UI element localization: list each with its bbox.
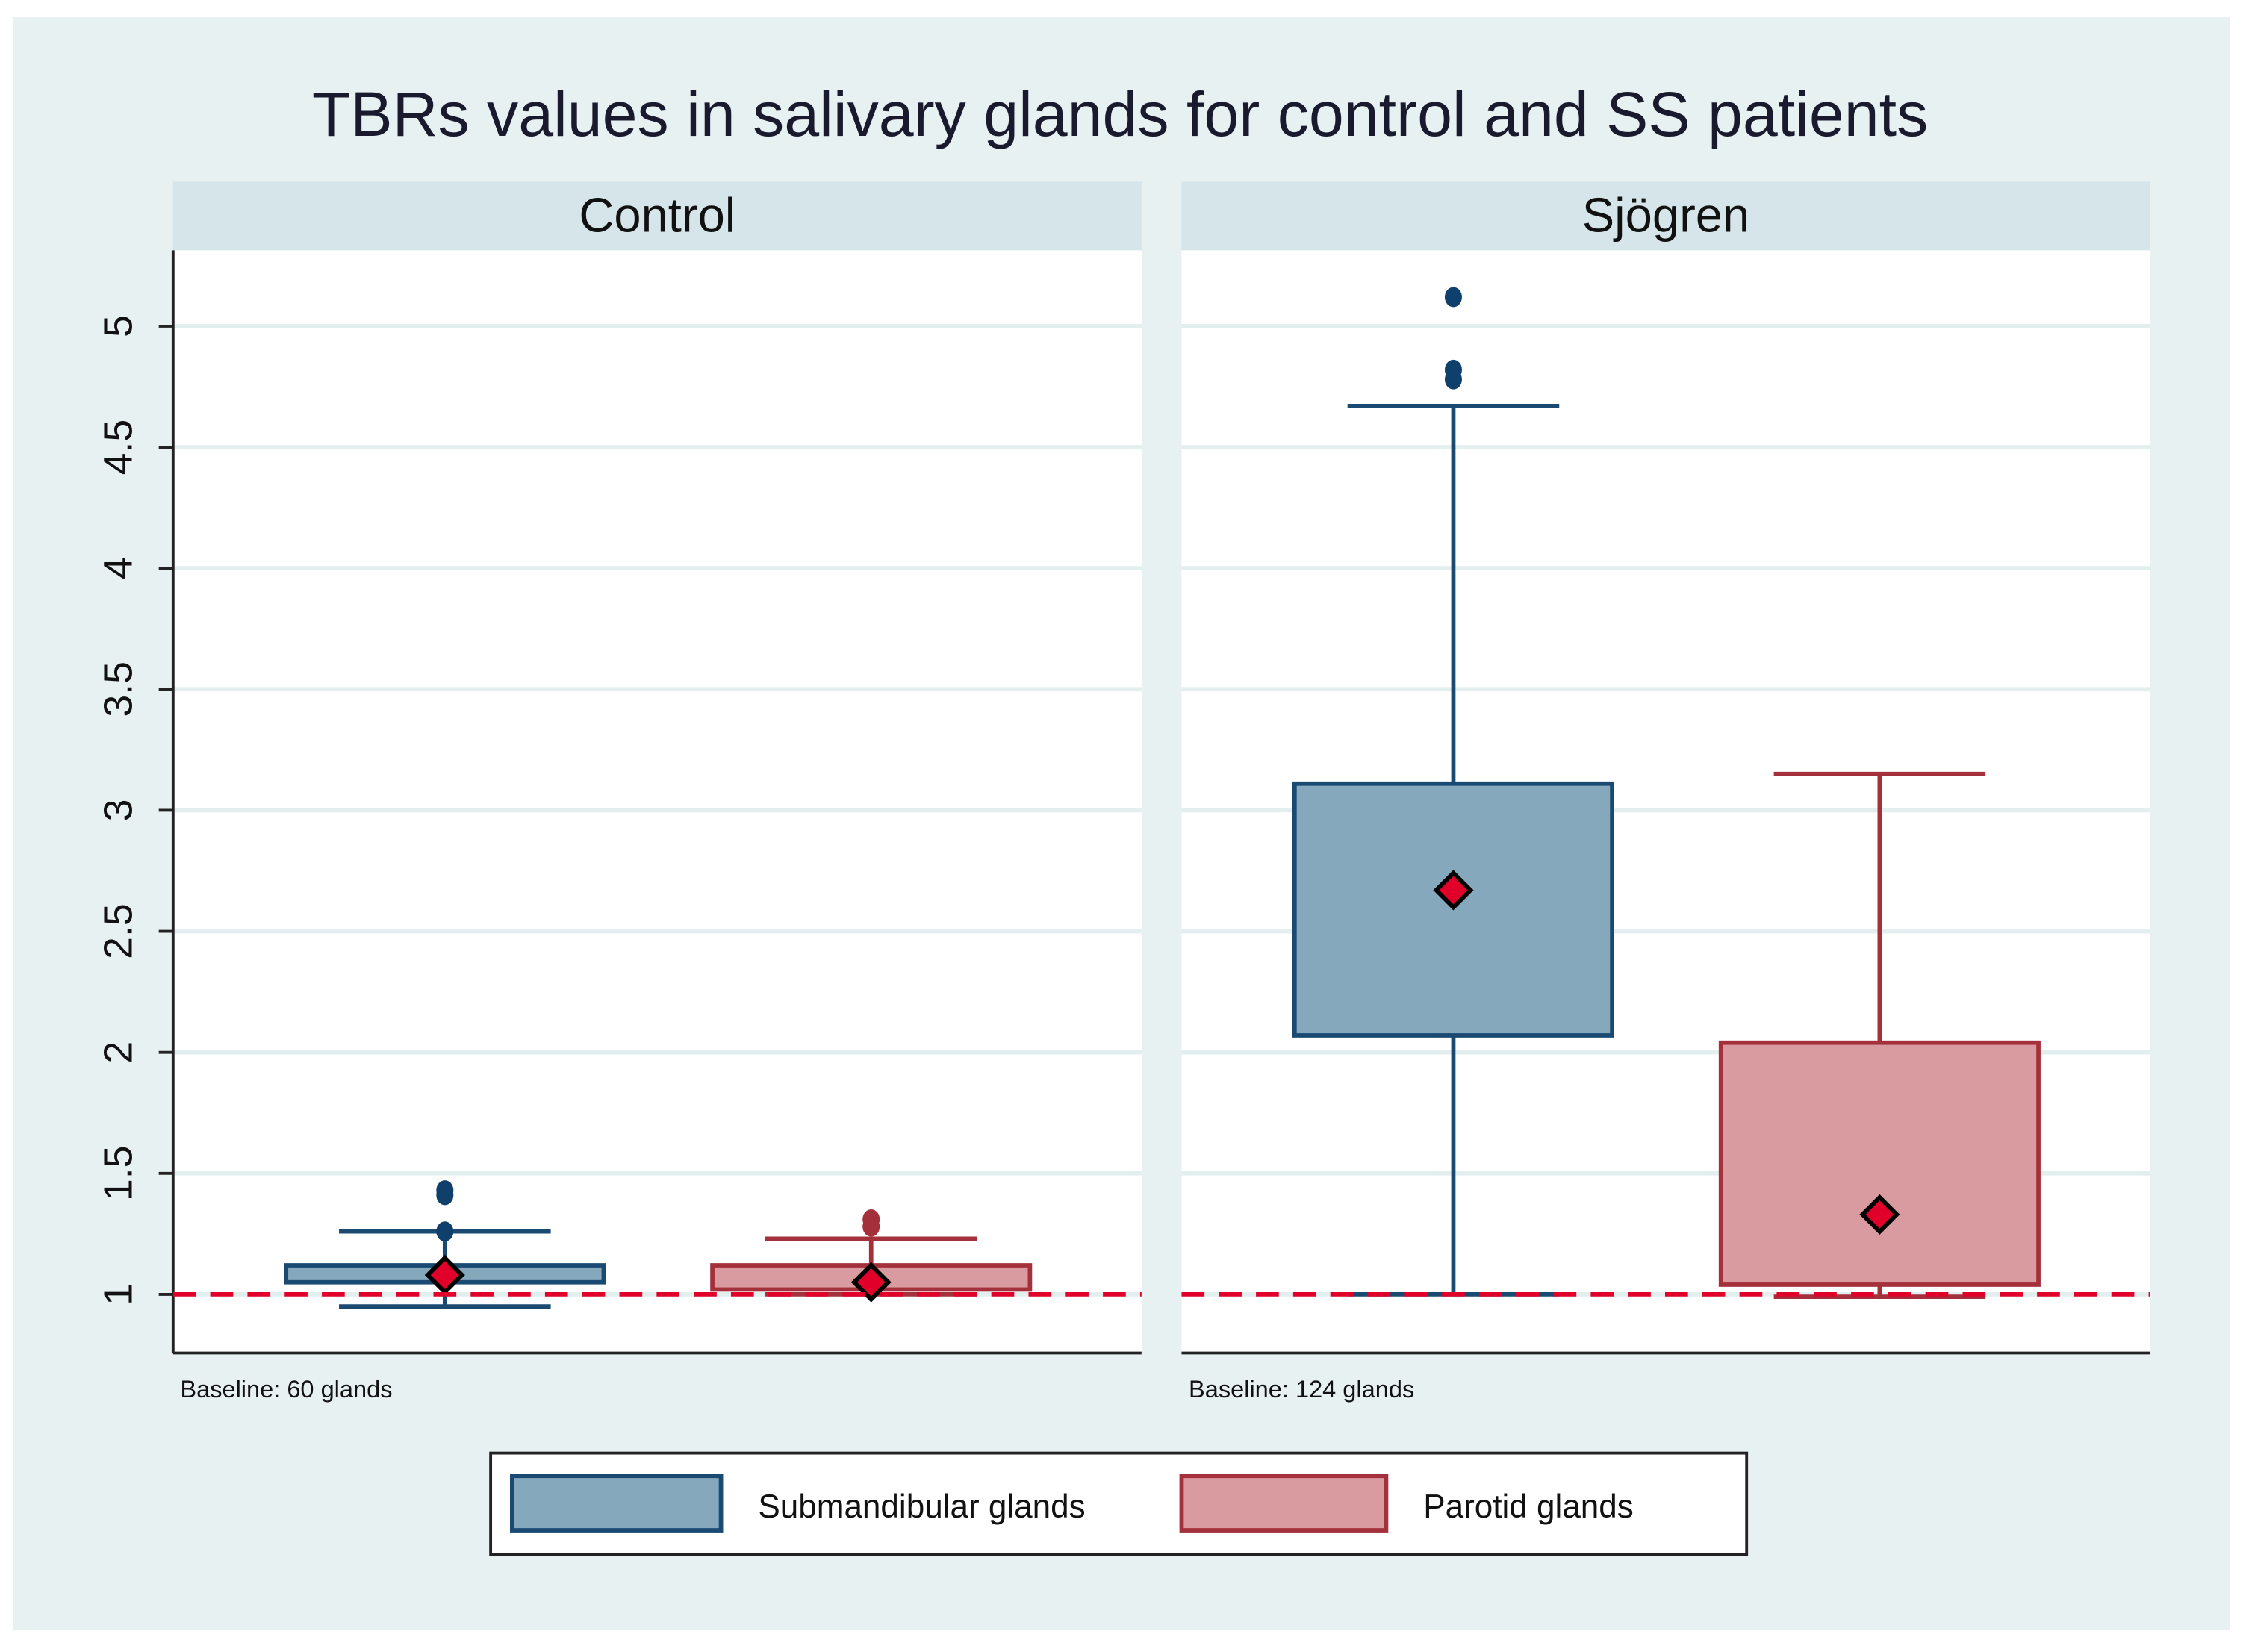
panel-note: Baseline: 124 glands: [1189, 1376, 1414, 1403]
panel-sjogren: Sjögren Baseline: 124 glands: [1181, 181, 2150, 1403]
legend-label-submandibular: Submandibular glands: [758, 1489, 1085, 1525]
plot-area: [172, 250, 1142, 1353]
median-marker: [1433, 870, 1474, 911]
outlier-point: [436, 1180, 454, 1200]
box-parotid: [710, 1209, 1033, 1303]
outlier-point: [1444, 287, 1462, 308]
chart-title: TBRs values in salivary glands for contr…: [312, 79, 1928, 149]
legend-swatch-submandibular: [509, 1474, 724, 1533]
box-submandibular: [284, 1180, 606, 1309]
outlier-point: [436, 1221, 454, 1242]
y-tick-label: 1: [96, 1283, 140, 1306]
panel-title: Control: [579, 187, 735, 242]
y-tick-label: 1.5: [96, 1146, 140, 1202]
y-tick-label: 3: [96, 799, 140, 822]
y-tick-label: 5: [96, 315, 140, 337]
panel-header: [1181, 181, 2150, 251]
panel-header: [172, 181, 1142, 251]
panel-title: Sjögren: [1582, 187, 1749, 242]
outlier-point: [862, 1209, 880, 1229]
median-marker: [424, 1254, 465, 1296]
y-tick-label: 2: [96, 1041, 140, 1064]
box-parotid: [1718, 771, 2041, 1300]
box-iqr: [1718, 1040, 2041, 1287]
panel-control: Control Baseline: 60 glands: [171, 181, 1142, 1403]
y-tick-label: 2.5: [96, 903, 140, 959]
outlier-point: [1444, 359, 1462, 380]
panel-note: Baseline: 60 glands: [180, 1376, 392, 1403]
legend: Submandibular glands Parotid glands: [489, 1451, 1749, 1556]
legend-label-parotid: Parotid glands: [1423, 1489, 1634, 1525]
y-tick-label: 4: [96, 557, 140, 579]
y-tick-label: 3.5: [96, 661, 140, 717]
box-submandibular: [1292, 287, 1614, 1297]
legend-swatch-parotid: [1179, 1474, 1389, 1533]
median-marker: [1859, 1194, 1900, 1235]
y-tick-label: 4.5: [96, 420, 140, 476]
median-marker: [850, 1262, 892, 1303]
